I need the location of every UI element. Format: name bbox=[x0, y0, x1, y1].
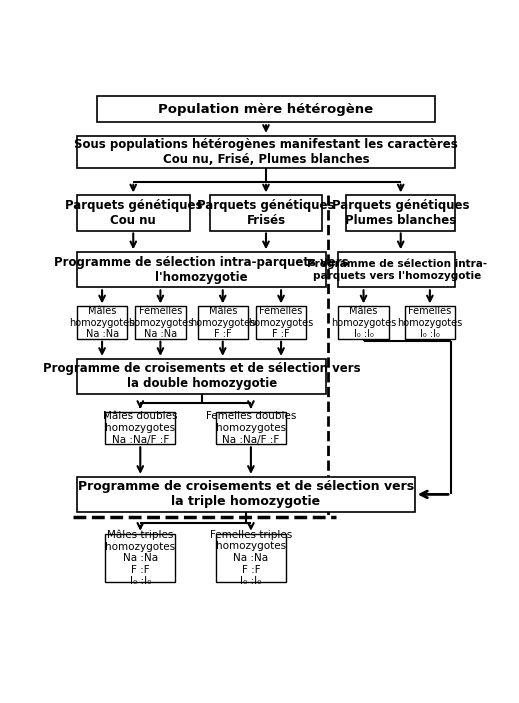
FancyBboxPatch shape bbox=[338, 252, 455, 288]
FancyBboxPatch shape bbox=[77, 136, 455, 168]
FancyBboxPatch shape bbox=[338, 307, 389, 339]
Text: Programme de croisements et de sélection vers
la double homozygotie: Programme de croisements et de sélection… bbox=[43, 363, 360, 390]
Text: Programme de croisements et de sélection vers
la triple homozygotie: Programme de croisements et de sélection… bbox=[78, 480, 414, 508]
FancyBboxPatch shape bbox=[77, 195, 189, 231]
Text: Sous populations hétérogènes manifestant les caractères
Cou nu, Frisé, Plumes bl: Sous populations hétérogènes manifestant… bbox=[74, 138, 458, 166]
Text: Parquets génétiques
Frisés: Parquets génétiques Frisés bbox=[197, 199, 335, 227]
Text: Mâles doubles
homozygotes
Na :Na/F :F: Mâles doubles homozygotes Na :Na/F :F bbox=[103, 411, 177, 445]
FancyBboxPatch shape bbox=[216, 412, 286, 444]
FancyBboxPatch shape bbox=[135, 307, 186, 339]
Text: Parquets génétiques
Cou nu: Parquets génétiques Cou nu bbox=[64, 199, 202, 227]
FancyBboxPatch shape bbox=[405, 307, 455, 339]
FancyBboxPatch shape bbox=[77, 359, 326, 394]
FancyBboxPatch shape bbox=[77, 477, 415, 512]
Text: Femelles
homozygotes
Na :Na: Femelles homozygotes Na :Na bbox=[128, 306, 193, 339]
FancyBboxPatch shape bbox=[105, 534, 175, 582]
Text: Mâles
homozygotes
I₀ :I₀: Mâles homozygotes I₀ :I₀ bbox=[331, 306, 396, 339]
Text: Mâles
homozygotes
F :F: Mâles homozygotes F :F bbox=[190, 306, 255, 339]
FancyBboxPatch shape bbox=[216, 534, 286, 582]
FancyBboxPatch shape bbox=[77, 252, 326, 288]
Text: Parquets génétiques
Plumes blanches: Parquets génétiques Plumes blanches bbox=[332, 199, 470, 227]
FancyBboxPatch shape bbox=[77, 307, 127, 339]
Text: Mâles triples
homozygotes
Na :Na
F :F
I₀ :I₀: Mâles triples homozygotes Na :Na F :F I₀… bbox=[105, 529, 175, 586]
Text: Programme de sélection intra-
parquets vers l'homozygotie: Programme de sélection intra- parquets v… bbox=[307, 259, 487, 280]
Text: Femelles
homozygotes
I₀ :I₀: Femelles homozygotes I₀ :I₀ bbox=[397, 306, 462, 339]
Text: Femelles doubles
homozygotes
Na :Na/F :F: Femelles doubles homozygotes Na :Na/F :F bbox=[206, 411, 296, 445]
FancyBboxPatch shape bbox=[97, 96, 435, 122]
Text: Mâles
homozygotes
Na :Na: Mâles homozygotes Na :Na bbox=[70, 306, 135, 339]
Text: Programme de sélection intra-parquets vers
l'homozygotie: Programme de sélection intra-parquets ve… bbox=[54, 256, 349, 284]
FancyBboxPatch shape bbox=[105, 412, 175, 444]
Text: Femelles
homozygotes
F :F: Femelles homozygotes F :F bbox=[249, 306, 313, 339]
FancyBboxPatch shape bbox=[347, 195, 455, 231]
FancyBboxPatch shape bbox=[256, 307, 306, 339]
Text: Femelles triples
homozygotes
Na :Na
F :F
I₀ :I₀: Femelles triples homozygotes Na :Na F :F… bbox=[210, 530, 292, 586]
FancyBboxPatch shape bbox=[198, 307, 248, 339]
FancyBboxPatch shape bbox=[210, 195, 322, 231]
Text: Population mère hétérogène: Population mère hétérogène bbox=[158, 103, 374, 116]
